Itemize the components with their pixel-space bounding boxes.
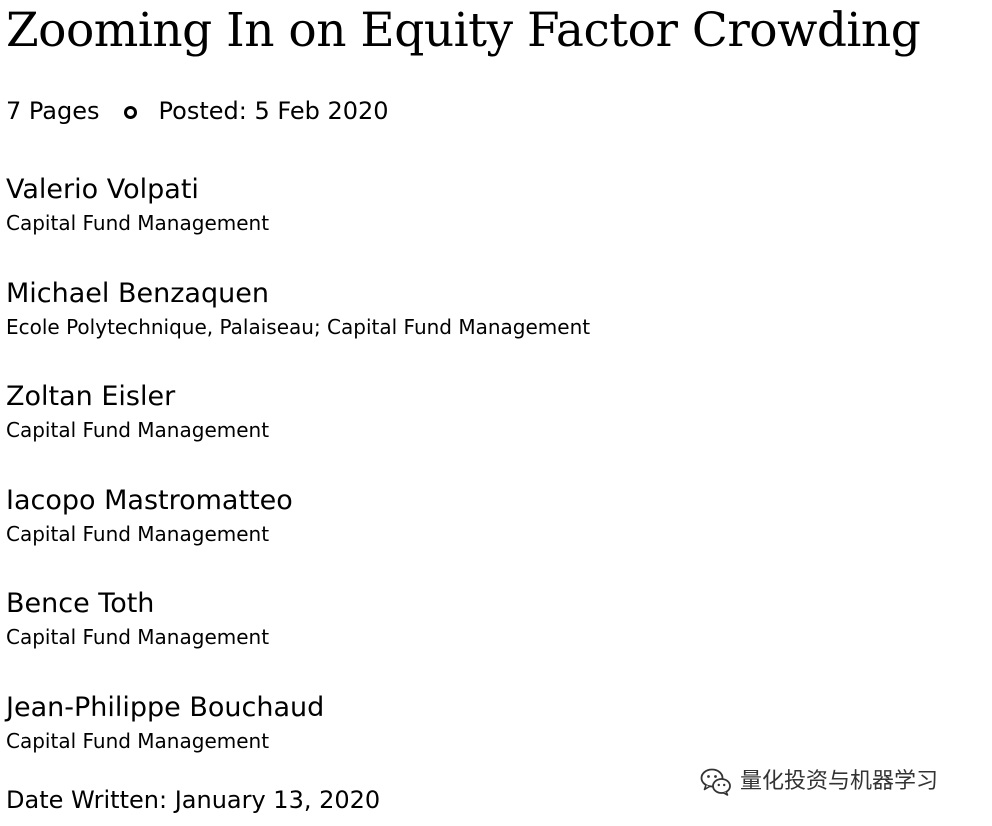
author-entry: Zoltan Eisler Capital Fund Management	[6, 379, 976, 483]
author-affiliation: Capital Fund Management	[6, 418, 270, 442]
author-name[interactable]: Zoltan Eisler	[6, 381, 176, 412]
date-written: Date Written: January 13, 2020	[6, 786, 381, 814]
author-affiliation: Capital Fund Management	[6, 211, 270, 235]
author-entry: Bence Toth Capital Fund Management	[6, 586, 976, 690]
author-name[interactable]: Iacopo Mastromatteo	[6, 484, 293, 516]
author-list: Valerio Volpati Capital Fund Management …	[6, 172, 976, 793]
posted-date: Posted: 5 Feb 2020	[158, 97, 389, 125]
author-affiliation: Ecole Polytechnique, Palaiseau; Capital …	[6, 314, 591, 339]
watermark: 量化投资与机器学习	[700, 766, 938, 798]
author-entry: Michael Benzaquen Ecole Polytechnique, P…	[6, 276, 976, 380]
author-entry: Iacopo Mastromatteo Capital Fund Managem…	[6, 483, 976, 587]
paper-title: Zooming In on Equity Factor Crowding	[6, 3, 921, 58]
author-entry: Jean-Philippe Bouchaud Capital Fund Mana…	[6, 690, 976, 794]
author-affiliation: Capital Fund Management	[6, 521, 270, 546]
author-entry: Valerio Volpati Capital Fund Management	[6, 172, 976, 276]
author-affiliation: Capital Fund Management	[6, 728, 270, 753]
paper-meta: 7 Pages Posted: 5 Feb 2020	[6, 95, 389, 127]
page-count: 7 Pages	[6, 97, 100, 125]
author-name[interactable]: Michael Benzaquen	[6, 277, 269, 309]
author-name[interactable]: Bence Toth	[6, 588, 155, 619]
author-affiliation: Capital Fund Management	[6, 625, 270, 649]
watermark-text: 量化投资与机器学习	[740, 769, 939, 794]
author-name[interactable]: Valerio Volpati	[6, 174, 199, 205]
wechat-icon	[700, 768, 731, 796]
author-name[interactable]: Jean-Philippe Bouchaud	[6, 691, 325, 723]
bullet-icon	[123, 105, 137, 119]
